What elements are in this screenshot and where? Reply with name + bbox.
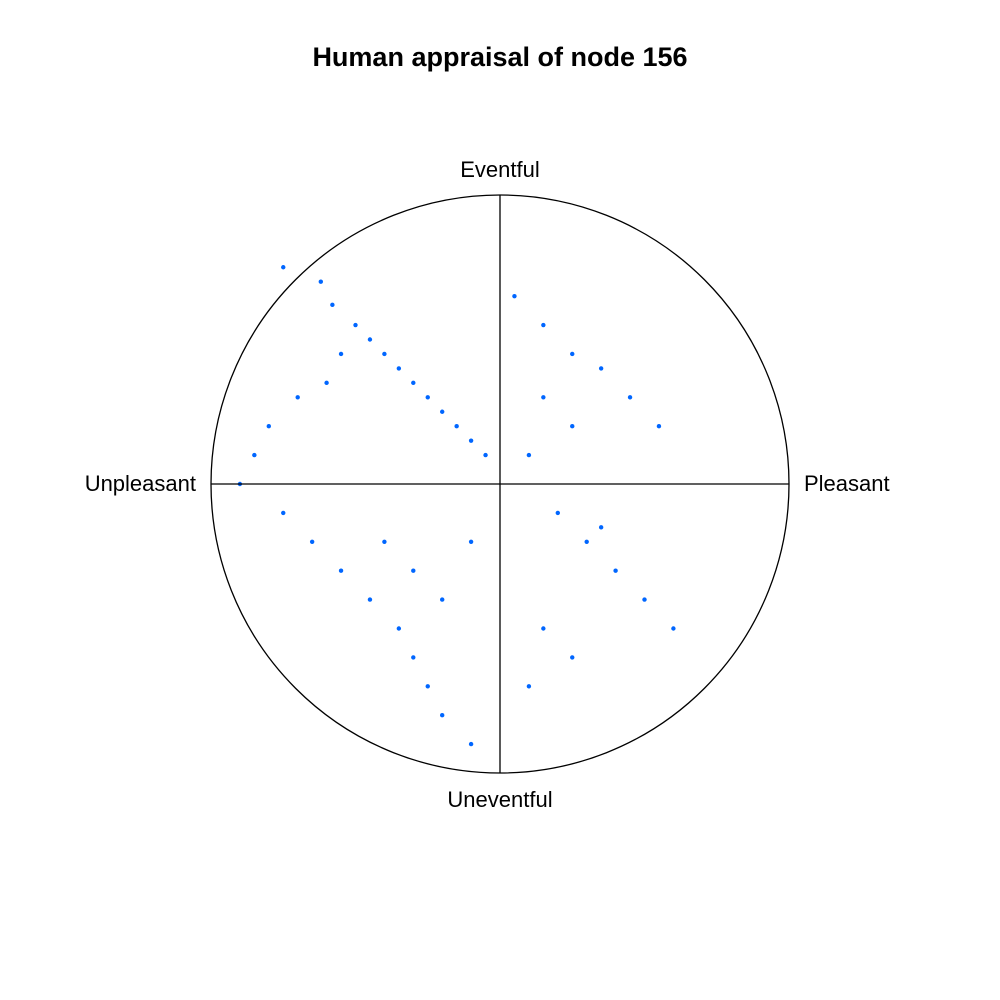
scatter-point (252, 452, 257, 458)
scatter-point (570, 424, 575, 429)
scatter-point (598, 525, 604, 530)
scatter-point (541, 395, 546, 400)
scatter-point (627, 395, 633, 400)
scatter-point (324, 380, 329, 386)
bottom-axis-label: Uneventful (447, 787, 552, 812)
scatter-point (367, 337, 373, 342)
scatter-point (613, 568, 618, 573)
scatter-point (396, 626, 402, 631)
scatter-point (642, 597, 647, 602)
scatter-point (411, 655, 416, 660)
chart-title: Human appraisal of node 156 (312, 42, 688, 72)
scatter-point (541, 322, 546, 328)
scatter-point (526, 452, 532, 458)
scatter-point (440, 409, 445, 414)
scatter-point (570, 351, 575, 357)
scatter-point (266, 424, 271, 429)
scatter-point (555, 510, 560, 516)
scatter-point (483, 452, 488, 458)
scatter-point (309, 539, 315, 544)
scatter-point (281, 265, 286, 270)
points-layer (237, 265, 676, 747)
scatter-point (338, 351, 344, 357)
scatter-point (512, 293, 517, 299)
scatter-point (671, 626, 676, 631)
scatter-point (584, 539, 589, 544)
right-axis-label: Pleasant (804, 471, 890, 496)
scatter-point (411, 568, 416, 573)
scatter-point (440, 597, 445, 602)
scatter-point (656, 424, 662, 429)
scatter-point (541, 626, 546, 631)
scatter-point (570, 655, 575, 660)
scatter-point (295, 395, 300, 400)
scatter-point (440, 713, 445, 718)
scatter-point (396, 366, 402, 371)
scatter-point (318, 279, 324, 284)
scatter-point (454, 424, 459, 429)
scatter-point (425, 395, 430, 400)
scatter-point (468, 741, 474, 747)
scatter-point (382, 351, 387, 357)
scatter-point (411, 380, 416, 386)
scatter-point (598, 366, 604, 371)
scatter-point (281, 510, 286, 516)
scatter-point (338, 568, 344, 573)
top-axis-label: Eventful (460, 157, 540, 182)
scatter-point (425, 684, 430, 689)
scatter-point (382, 539, 387, 544)
scatter-point (353, 322, 358, 328)
left-axis-label: Unpleasant (85, 471, 196, 496)
scatter-point (330, 302, 335, 308)
scatter-point (468, 539, 474, 544)
scatter-point (526, 684, 532, 689)
scatter-point (468, 438, 474, 443)
scatter-point (367, 597, 373, 602)
